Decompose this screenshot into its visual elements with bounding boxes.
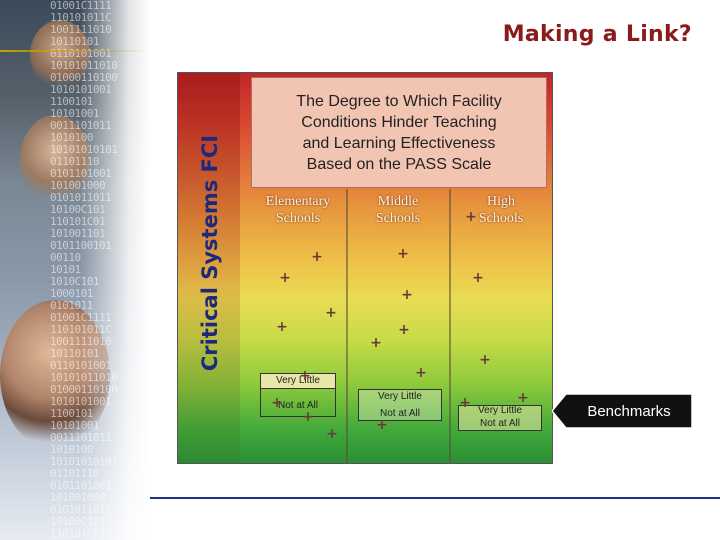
benchmark-middle-not-at-all: Not at All <box>379 408 421 419</box>
school-marker: + <box>325 305 337 321</box>
school-marker: + <box>311 249 323 265</box>
column-divider-1 <box>346 189 348 463</box>
school-marker: + <box>302 409 314 425</box>
chart-title-line-2: Conditions Hinder Teaching <box>301 113 497 131</box>
benchmark-middle-band <box>358 389 442 421</box>
school-marker: + <box>459 395 471 411</box>
school-marker: + <box>376 417 388 433</box>
benchmark-elementary-not-at-all: Not at All <box>277 400 319 411</box>
photo-fade <box>80 0 150 540</box>
school-marker: + <box>299 368 311 384</box>
chart-title-line-1: The Degree to Which Facility <box>296 92 502 110</box>
axis-band <box>178 73 240 463</box>
background-photo: 01001C1111 110101011C 1001111010 1011010… <box>0 0 150 540</box>
top-accent-rule <box>0 50 150 52</box>
slide-title: Making a Link? <box>502 22 692 47</box>
callout-shape <box>552 393 692 429</box>
school-marker: + <box>472 270 484 286</box>
school-marker: + <box>279 270 291 286</box>
callout-label: Benchmarks <box>587 402 671 420</box>
column-heading-high: High Schools <box>478 194 524 226</box>
school-marker: + <box>370 335 382 351</box>
benchmark-high-band <box>458 405 542 431</box>
benchmark-high-not-at-all: Not at All <box>479 418 521 429</box>
school-marker: + <box>276 319 288 335</box>
benchmark-middle-very-little: Very Little <box>378 391 422 402</box>
chart-title-line-4: Based on the PASS Scale <box>306 155 492 173</box>
column-divider-2 <box>449 189 451 463</box>
fci-chart: Critical Systems FCI The Degree to Which… <box>177 72 553 464</box>
benchmark-elementary-band <box>260 373 336 417</box>
school-marker: + <box>271 395 283 411</box>
column-heading-middle: Middle Schools <box>375 194 421 226</box>
benchmark-high-very-little: Very Little <box>478 405 522 416</box>
bottom-divider <box>150 497 720 499</box>
school-marker: + <box>401 287 413 303</box>
student-figure-middle <box>20 115 90 205</box>
column-heading-elementary: Elementary Schools <box>265 194 331 226</box>
school-marker: + <box>397 246 409 262</box>
y-axis-label-wrap: Critical Systems FCI <box>182 83 238 423</box>
chart-title-line-3: and Learning Effectiveness <box>302 134 496 152</box>
chart-title-box: The Degree to Which Facility Conditions … <box>251 77 547 188</box>
school-marker: + <box>517 390 529 406</box>
y-axis-label: Critical Systems FCI <box>198 134 223 372</box>
school-marker: + <box>398 322 410 338</box>
school-marker: + <box>326 426 338 442</box>
school-marker: + <box>479 352 491 368</box>
school-marker: + <box>415 365 427 381</box>
benchmarks-callout: Benchmarks <box>552 392 692 430</box>
school-marker: + <box>465 209 477 225</box>
